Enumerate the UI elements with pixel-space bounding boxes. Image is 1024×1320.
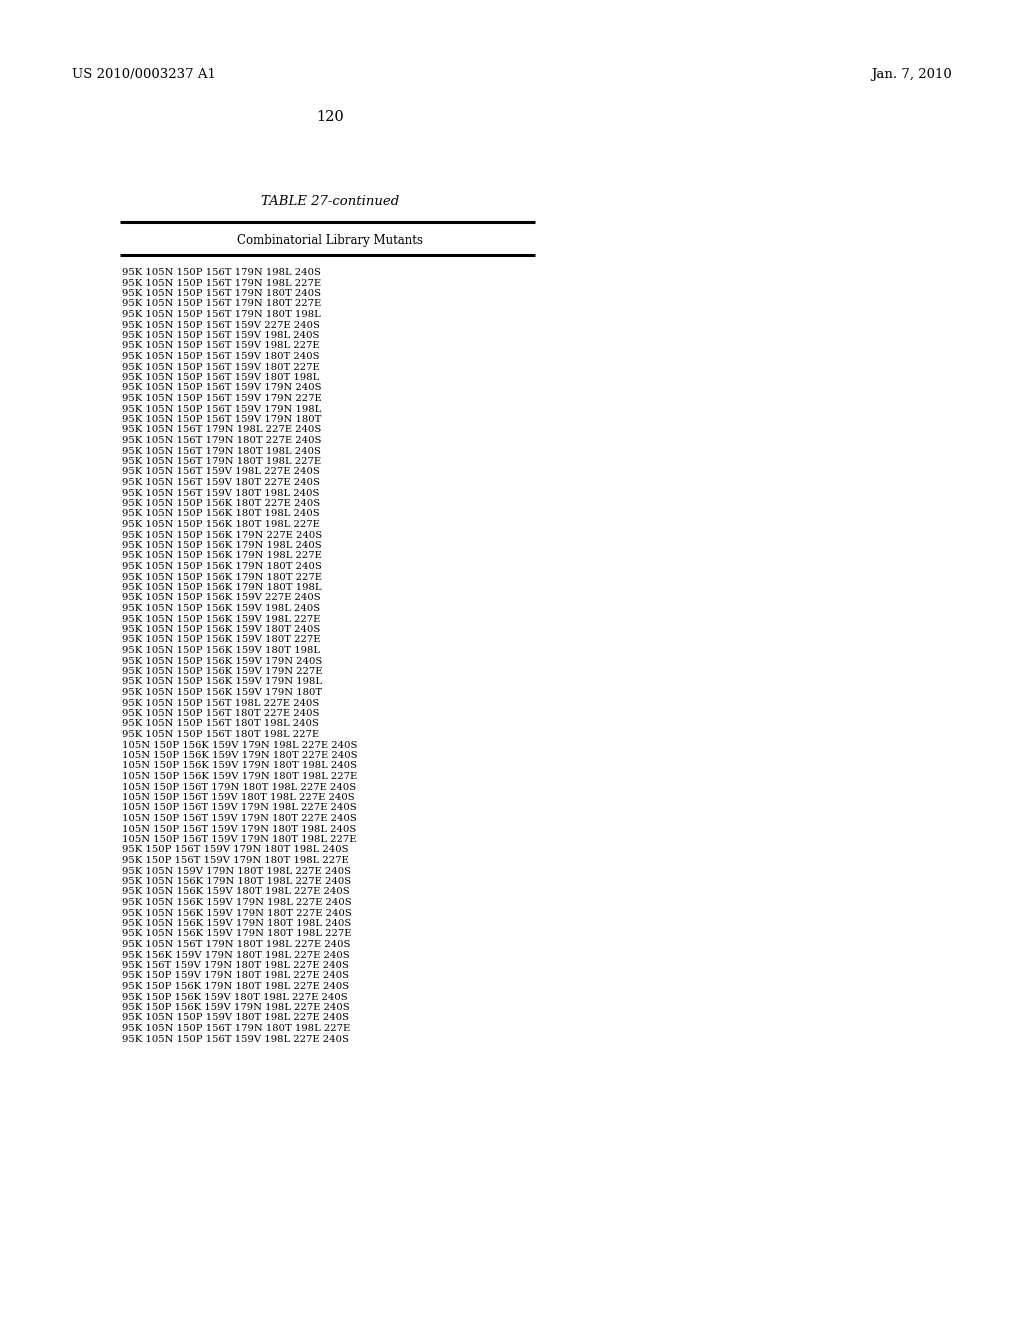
Text: 95K 105N 156K 159V 180T 198L 227E 240S: 95K 105N 156K 159V 180T 198L 227E 240S xyxy=(122,887,349,896)
Text: 95K 105N 156K 159V 179N 180T 198L 240S: 95K 105N 156K 159V 179N 180T 198L 240S xyxy=(122,919,351,928)
Text: 95K 150P 156K 159V 179N 198L 227E 240S: 95K 150P 156K 159V 179N 198L 227E 240S xyxy=(122,1003,349,1012)
Text: 95K 105N 150P 156T 179N 180T 198L 227E: 95K 105N 150P 156T 179N 180T 198L 227E xyxy=(122,1024,350,1034)
Text: 105N 150P 156T 159V 179N 198L 227E 240S: 105N 150P 156T 159V 179N 198L 227E 240S xyxy=(122,804,356,813)
Text: 95K 105N 150P 156T 179N 180T 240S: 95K 105N 150P 156T 179N 180T 240S xyxy=(122,289,321,298)
Text: 95K 105N 150P 156T 179N 180T 227E: 95K 105N 150P 156T 179N 180T 227E xyxy=(122,300,322,309)
Text: 95K 156T 159V 179N 180T 198L 227E 240S: 95K 156T 159V 179N 180T 198L 227E 240S xyxy=(122,961,349,970)
Text: 95K 105N 156K 159V 179N 180T 198L 227E: 95K 105N 156K 159V 179N 180T 198L 227E xyxy=(122,929,351,939)
Text: 95K 105N 150P 156T 159V 180T 240S: 95K 105N 150P 156T 159V 180T 240S xyxy=(122,352,319,360)
Text: 95K 105N 150P 156K 159V 180T 227E: 95K 105N 150P 156K 159V 180T 227E xyxy=(122,635,321,644)
Text: 95K 105N 150P 156K 179N 180T 240S: 95K 105N 150P 156K 179N 180T 240S xyxy=(122,562,322,572)
Text: 105N 150P 156K 159V 179N 180T 227E 240S: 105N 150P 156K 159V 179N 180T 227E 240S xyxy=(122,751,357,760)
Text: 95K 105N 156T 179N 180T 198L 227E: 95K 105N 156T 179N 180T 198L 227E xyxy=(122,457,322,466)
Text: 105N 150P 156K 159V 179N 180T 198L 240S: 105N 150P 156K 159V 179N 180T 198L 240S xyxy=(122,762,357,771)
Text: 95K 105N 150P 156T 179N 198L 227E: 95K 105N 150P 156T 179N 198L 227E xyxy=(122,279,322,288)
Text: 95K 105N 150P 156K 159V 179N 240S: 95K 105N 150P 156K 159V 179N 240S xyxy=(122,656,323,665)
Text: 120: 120 xyxy=(316,110,344,124)
Text: 95K 105N 150P 156K 179N 198L 240S: 95K 105N 150P 156K 179N 198L 240S xyxy=(122,541,322,550)
Text: Combinatorial Library Mutants: Combinatorial Library Mutants xyxy=(238,234,423,247)
Text: 95K 105N 150P 156K 159V 198L 240S: 95K 105N 150P 156K 159V 198L 240S xyxy=(122,605,321,612)
Text: 105N 150P 156T 179N 180T 198L 227E 240S: 105N 150P 156T 179N 180T 198L 227E 240S xyxy=(122,783,356,792)
Text: 95K 105N 156T 159V 198L 227E 240S: 95K 105N 156T 159V 198L 227E 240S xyxy=(122,467,319,477)
Text: 95K 105N 150P 156K 159V 180T 198L: 95K 105N 150P 156K 159V 180T 198L xyxy=(122,645,319,655)
Text: 95K 105N 150P 156K 180T 227E 240S: 95K 105N 150P 156K 180T 227E 240S xyxy=(122,499,321,508)
Text: 95K 105N 150P 156K 159V 180T 240S: 95K 105N 150P 156K 159V 180T 240S xyxy=(122,624,321,634)
Text: 95K 150P 156T 159V 179N 180T 198L 240S: 95K 150P 156T 159V 179N 180T 198L 240S xyxy=(122,846,348,854)
Text: 95K 105N 150P 156T 159V 198L 227E 240S: 95K 105N 150P 156T 159V 198L 227E 240S xyxy=(122,1035,349,1044)
Text: 95K 105N 150P 156K 180T 198L 227E: 95K 105N 150P 156K 180T 198L 227E xyxy=(122,520,319,529)
Text: 95K 105N 150P 156K 179N 198L 227E: 95K 105N 150P 156K 179N 198L 227E xyxy=(122,552,322,561)
Text: 95K 105N 159V 179N 180T 198L 227E 240S: 95K 105N 159V 179N 180T 198L 227E 240S xyxy=(122,866,351,875)
Text: 105N 150P 156K 159V 179N 198L 227E 240S: 105N 150P 156K 159V 179N 198L 227E 240S xyxy=(122,741,357,750)
Text: 105N 150P 156T 159V 179N 180T 198L 240S: 105N 150P 156T 159V 179N 180T 198L 240S xyxy=(122,825,356,833)
Text: 95K 105N 150P 156K 180T 198L 240S: 95K 105N 150P 156K 180T 198L 240S xyxy=(122,510,319,519)
Text: 105N 150P 156T 159V 179N 180T 227E 240S: 105N 150P 156T 159V 179N 180T 227E 240S xyxy=(122,814,356,822)
Text: 95K 105N 150P 156T 159V 180T 198L: 95K 105N 150P 156T 159V 180T 198L xyxy=(122,374,319,381)
Text: 105N 150P 156T 159V 179N 180T 198L 227E: 105N 150P 156T 159V 179N 180T 198L 227E xyxy=(122,836,356,843)
Text: 95K 105N 150P 156T 180T 227E 240S: 95K 105N 150P 156T 180T 227E 240S xyxy=(122,709,319,718)
Text: 95K 105N 150P 156K 159V 198L 227E: 95K 105N 150P 156K 159V 198L 227E xyxy=(122,615,321,623)
Text: 95K 156K 159V 179N 180T 198L 227E 240S: 95K 156K 159V 179N 180T 198L 227E 240S xyxy=(122,950,349,960)
Text: 105N 150P 156K 159V 179N 180T 198L 227E: 105N 150P 156K 159V 179N 180T 198L 227E xyxy=(122,772,357,781)
Text: 105N 150P 156T 159V 180T 198L 227E 240S: 105N 150P 156T 159V 180T 198L 227E 240S xyxy=(122,793,354,803)
Text: TABLE 27-continued: TABLE 27-continued xyxy=(261,195,399,209)
Text: 95K 150P 156T 159V 179N 180T 198L 227E: 95K 150P 156T 159V 179N 180T 198L 227E xyxy=(122,855,349,865)
Text: 95K 105N 150P 156K 159V 179N 227E: 95K 105N 150P 156K 159V 179N 227E xyxy=(122,667,323,676)
Text: 95K 105N 156T 179N 180T 198L 227E 240S: 95K 105N 156T 179N 180T 198L 227E 240S xyxy=(122,940,350,949)
Text: 95K 105N 150P 156T 180T 198L 227E: 95K 105N 150P 156T 180T 198L 227E xyxy=(122,730,319,739)
Text: 95K 105N 150P 156T 179N 198L 240S: 95K 105N 150P 156T 179N 198L 240S xyxy=(122,268,321,277)
Text: 95K 105N 150P 156T 159V 179N 240S: 95K 105N 150P 156T 159V 179N 240S xyxy=(122,384,322,392)
Text: 95K 105N 150P 156K 159V 179N 180T: 95K 105N 150P 156K 159V 179N 180T xyxy=(122,688,323,697)
Text: 95K 105N 150P 156K 159V 179N 198L: 95K 105N 150P 156K 159V 179N 198L xyxy=(122,677,322,686)
Text: US 2010/0003237 A1: US 2010/0003237 A1 xyxy=(72,69,216,81)
Text: 95K 105N 156T 179N 198L 227E 240S: 95K 105N 156T 179N 198L 227E 240S xyxy=(122,425,322,434)
Text: 95K 105N 150P 156T 159V 198L 227E: 95K 105N 150P 156T 159V 198L 227E xyxy=(122,342,319,351)
Text: 95K 105N 150P 159V 180T 198L 227E 240S: 95K 105N 150P 159V 180T 198L 227E 240S xyxy=(122,1014,349,1023)
Text: 95K 105N 150P 156T 159V 179N 180T: 95K 105N 150P 156T 159V 179N 180T xyxy=(122,414,322,424)
Text: 95K 105N 156T 159V 180T 227E 240S: 95K 105N 156T 159V 180T 227E 240S xyxy=(122,478,319,487)
Text: 95K 105N 150P 156T 179N 180T 198L: 95K 105N 150P 156T 179N 180T 198L xyxy=(122,310,321,319)
Text: 95K 105N 150P 156K 179N 227E 240S: 95K 105N 150P 156K 179N 227E 240S xyxy=(122,531,323,540)
Text: 95K 105N 150P 156T 159V 179N 227E: 95K 105N 150P 156T 159V 179N 227E xyxy=(122,393,322,403)
Text: Jan. 7, 2010: Jan. 7, 2010 xyxy=(871,69,952,81)
Text: 95K 150P 156K 179N 180T 198L 227E 240S: 95K 150P 156K 179N 180T 198L 227E 240S xyxy=(122,982,349,991)
Text: 95K 105N 156K 179N 180T 198L 227E 240S: 95K 105N 156K 179N 180T 198L 227E 240S xyxy=(122,876,351,886)
Text: 95K 105N 150P 156K 179N 180T 198L: 95K 105N 150P 156K 179N 180T 198L xyxy=(122,583,322,591)
Text: 95K 105N 150P 156T 159V 180T 227E: 95K 105N 150P 156T 159V 180T 227E xyxy=(122,363,319,371)
Text: 95K 105N 156K 159V 179N 198L 227E 240S: 95K 105N 156K 159V 179N 198L 227E 240S xyxy=(122,898,351,907)
Text: 95K 105N 156T 179N 180T 227E 240S: 95K 105N 156T 179N 180T 227E 240S xyxy=(122,436,322,445)
Text: 95K 105N 150P 156T 159V 227E 240S: 95K 105N 150P 156T 159V 227E 240S xyxy=(122,321,319,330)
Text: 95K 105N 156K 159V 179N 180T 227E 240S: 95K 105N 156K 159V 179N 180T 227E 240S xyxy=(122,908,352,917)
Text: 95K 105N 150P 156T 198L 227E 240S: 95K 105N 150P 156T 198L 227E 240S xyxy=(122,698,319,708)
Text: 95K 105N 150P 156K 179N 180T 227E: 95K 105N 150P 156K 179N 180T 227E xyxy=(122,573,322,582)
Text: 95K 105N 150P 156T 159V 198L 240S: 95K 105N 150P 156T 159V 198L 240S xyxy=(122,331,319,341)
Text: 95K 105N 156T 159V 180T 198L 240S: 95K 105N 156T 159V 180T 198L 240S xyxy=(122,488,319,498)
Text: 95K 105N 150P 156T 180T 198L 240S: 95K 105N 150P 156T 180T 198L 240S xyxy=(122,719,318,729)
Text: 95K 105N 150P 156T 159V 179N 198L: 95K 105N 150P 156T 159V 179N 198L xyxy=(122,404,322,413)
Text: 95K 105N 150P 156K 159V 227E 240S: 95K 105N 150P 156K 159V 227E 240S xyxy=(122,594,321,602)
Text: 95K 150P 156K 159V 180T 198L 227E 240S: 95K 150P 156K 159V 180T 198L 227E 240S xyxy=(122,993,347,1002)
Text: 95K 150P 159V 179N 180T 198L 227E 240S: 95K 150P 159V 179N 180T 198L 227E 240S xyxy=(122,972,349,981)
Text: 95K 105N 156T 179N 180T 198L 240S: 95K 105N 156T 179N 180T 198L 240S xyxy=(122,446,321,455)
